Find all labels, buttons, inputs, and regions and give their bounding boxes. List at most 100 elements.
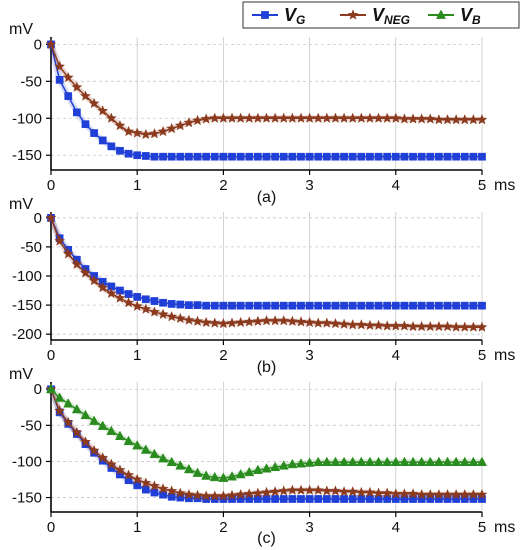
data-point [312, 484, 324, 495]
data-point [304, 316, 316, 328]
data-point [131, 473, 143, 485]
x-tick-label: 5 [478, 177, 486, 194]
data-point [71, 81, 83, 92]
y-tick-label: -150 [12, 297, 42, 314]
legend-item-b: VB [428, 5, 481, 27]
data-point [452, 301, 460, 310]
y-tick-label: 0 [34, 36, 42, 53]
data-point [478, 152, 486, 161]
data-point [88, 274, 100, 286]
data-point [347, 456, 358, 467]
data-point [381, 487, 393, 498]
x-unit-label: ms [494, 177, 515, 194]
data-point [183, 488, 195, 500]
panel-b: 0 1 2 3 4 5 0 -50 -100 -150 -200 mV ms (b) [9, 196, 515, 376]
data-point [469, 152, 478, 161]
data-point [228, 152, 236, 161]
data-point [468, 456, 479, 467]
data-point [476, 488, 488, 500]
data-point [331, 495, 340, 503]
data-point [79, 90, 91, 101]
data-point [424, 113, 436, 124]
data-point [192, 489, 204, 501]
data-point [174, 312, 186, 324]
data-point [73, 108, 81, 117]
series-band [48, 216, 482, 331]
y-unit-label: mV [9, 366, 33, 383]
data-point [114, 430, 125, 441]
x-tick-label: 5 [478, 347, 486, 364]
data-point [373, 319, 385, 331]
data-point [114, 119, 126, 131]
data-point [45, 38, 57, 50]
data-point [340, 301, 348, 310]
series-v-g [47, 213, 486, 310]
data-point [278, 315, 290, 326]
data-point [476, 321, 488, 332]
data-point [114, 292, 126, 303]
data-point [97, 105, 109, 116]
data-point [106, 425, 117, 435]
data-point [79, 436, 91, 447]
data-point [348, 495, 357, 503]
data-point [400, 152, 409, 161]
data-point [262, 301, 271, 310]
x-tick-label: 3 [305, 519, 313, 536]
data-point [443, 301, 452, 310]
data-point [226, 489, 238, 501]
data-point [185, 301, 193, 309]
series-v-neg [45, 38, 488, 140]
series-band [48, 388, 482, 500]
data-point [167, 152, 176, 161]
data-point [192, 315, 204, 327]
legend: VG VNEG VB [242, 1, 520, 29]
data-point [157, 483, 169, 494]
data-point [88, 444, 100, 456]
data-point [192, 467, 203, 477]
data-point [200, 316, 212, 328]
data-point [271, 301, 279, 310]
data-point [150, 488, 159, 497]
data-point [252, 487, 264, 498]
data-point [227, 471, 238, 481]
series-v-g [47, 385, 486, 503]
data-point [176, 152, 185, 161]
data-point [62, 71, 74, 83]
data-point [297, 301, 305, 310]
data-point [340, 152, 348, 161]
data-point [235, 488, 247, 500]
data-point [209, 317, 221, 328]
data-point [140, 477, 152, 488]
data-point [167, 300, 176, 308]
data-point [123, 125, 135, 137]
data-point [45, 212, 57, 223]
data-point [356, 456, 367, 467]
data-point [288, 301, 297, 310]
data-point [123, 435, 134, 446]
data-point [330, 456, 341, 467]
data-point [62, 416, 74, 428]
data-point [71, 403, 82, 414]
data-point [124, 149, 133, 158]
data-point [278, 485, 290, 496]
data-point [245, 152, 254, 161]
panel-label: (c) [257, 530, 276, 547]
data-point [355, 319, 367, 330]
legend-marker-square [261, 11, 269, 19]
data-point [193, 301, 202, 309]
data-point [228, 301, 236, 310]
data-point [442, 456, 453, 467]
data-point [304, 457, 315, 467]
data-point [174, 487, 186, 498]
data-point [261, 463, 272, 473]
series-v-neg [45, 383, 488, 501]
data-point [262, 495, 271, 503]
x-tick-label: 1 [133, 177, 141, 194]
series-line [50, 44, 482, 158]
data-point [192, 114, 204, 126]
series-v-g [47, 40, 486, 161]
data-point [54, 235, 66, 246]
data-point [425, 456, 436, 467]
data-point [217, 490, 229, 501]
